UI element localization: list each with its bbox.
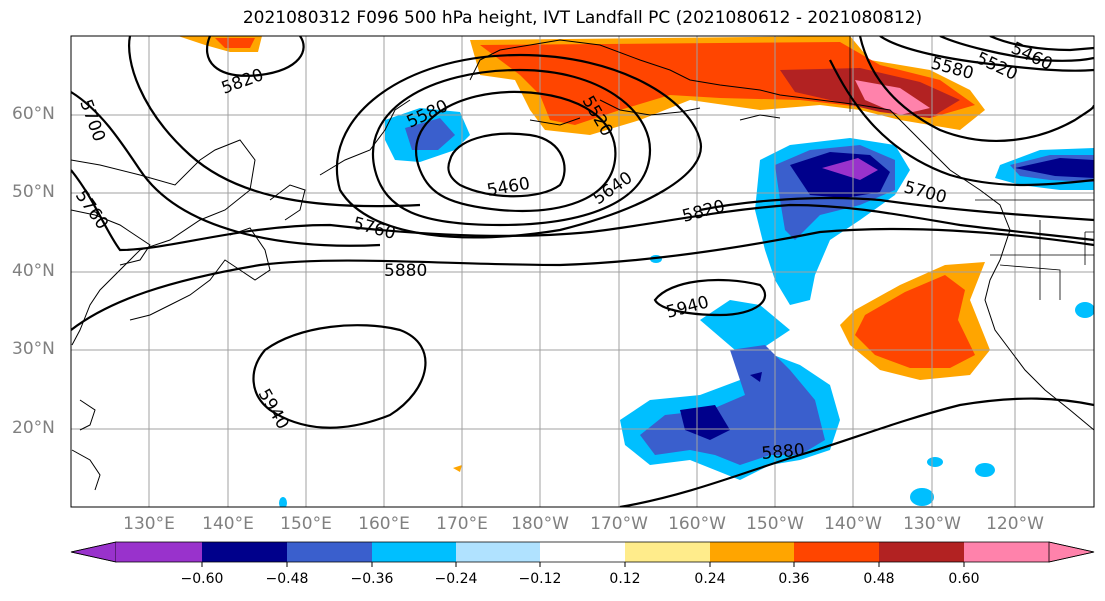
colorbar-tick-label: 0.24: [694, 571, 726, 587]
coastlines: [71, 39, 1094, 491]
ivt-positive-spot: [453, 465, 462, 472]
lon-label: 160°E: [358, 514, 410, 534]
lon-label: 150°E: [280, 514, 332, 534]
colorbar-tick-label: 0.12: [609, 571, 641, 587]
lon-label: 140°W: [824, 514, 882, 534]
colorbar-tick-label: −0.48: [265, 571, 309, 587]
lon-label: 130°W: [903, 514, 961, 534]
ivt-negative-hawaii: [620, 300, 840, 480]
lon-label: 160°W: [668, 514, 726, 534]
colorbar-tick-label: −0.12: [518, 571, 562, 587]
height-contours: [71, 36, 1094, 507]
ivt-negative-canada: [995, 148, 1094, 190]
lat-label: 30°N: [12, 339, 55, 359]
lon-label: 120°W: [986, 514, 1044, 534]
svg-text:5880: 5880: [384, 261, 427, 281]
colorbar-tick-label: −0.36: [350, 571, 394, 587]
colorbar-tick-label: 0.36: [778, 571, 810, 587]
colorbar-tick-label: 0.48: [863, 571, 895, 587]
ivt-positive-topleft: [178, 36, 262, 52]
lon-label: 150°W: [746, 514, 804, 534]
colorbar-tick-label: −0.24: [434, 571, 478, 587]
gridlines: [71, 36, 1094, 507]
colorbar: [70, 541, 1095, 567]
lon-label: 180°W: [511, 514, 569, 534]
lon-label: 130°E: [123, 514, 175, 534]
map-frame: [70, 35, 1095, 508]
lat-label: 60°N: [12, 104, 55, 124]
colorbar-tick-label: 0.60: [948, 571, 980, 587]
lon-label: 140°E: [202, 514, 254, 534]
lon-label: 170°E: [436, 514, 488, 534]
lat-label: 50°N: [12, 182, 55, 202]
ivt-negative-spots: [279, 255, 1094, 507]
lat-label: 20°N: [12, 418, 55, 438]
colorbar-tick-label: −0.60: [180, 571, 224, 587]
map-title: 2021080312 F096 500 hPa height, IVT Land…: [242, 8, 923, 28]
lon-label: 170°W: [590, 514, 648, 534]
svg-text:5880: 5880: [761, 440, 806, 464]
lat-label: 40°N: [12, 261, 55, 281]
